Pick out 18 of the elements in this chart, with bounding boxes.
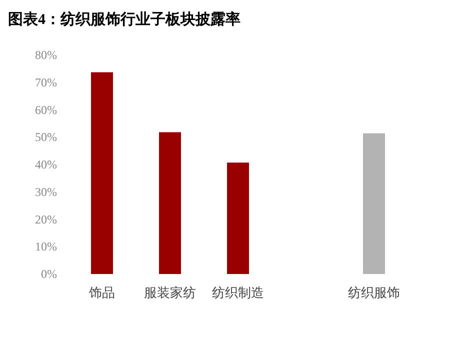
x-tick-label: 饰品 <box>88 285 115 300</box>
y-tick-label: 40% <box>35 158 57 172</box>
bar <box>363 133 385 274</box>
y-tick-label: 10% <box>35 240 57 254</box>
x-tick-label: 纺织服饰 <box>348 285 400 300</box>
x-tick-label: 纺织制造 <box>212 285 264 300</box>
y-tick-label: 30% <box>35 184 57 199</box>
y-tick-label: 20% <box>35 212 57 226</box>
y-tick-label: 50% <box>35 130 57 144</box>
x-tick-label: 服装家纺 <box>144 285 196 300</box>
y-tick-label: 70% <box>35 75 57 90</box>
y-tick-label: 80% <box>35 48 57 62</box>
bar <box>91 72 113 274</box>
bar <box>159 132 181 274</box>
bar <box>227 162 249 274</box>
chart-title: 图表4：纺织服饰行业子板块披露率 <box>8 10 240 28</box>
y-tick-label: 0% <box>41 267 57 281</box>
y-tick-label: 60% <box>35 102 57 117</box>
